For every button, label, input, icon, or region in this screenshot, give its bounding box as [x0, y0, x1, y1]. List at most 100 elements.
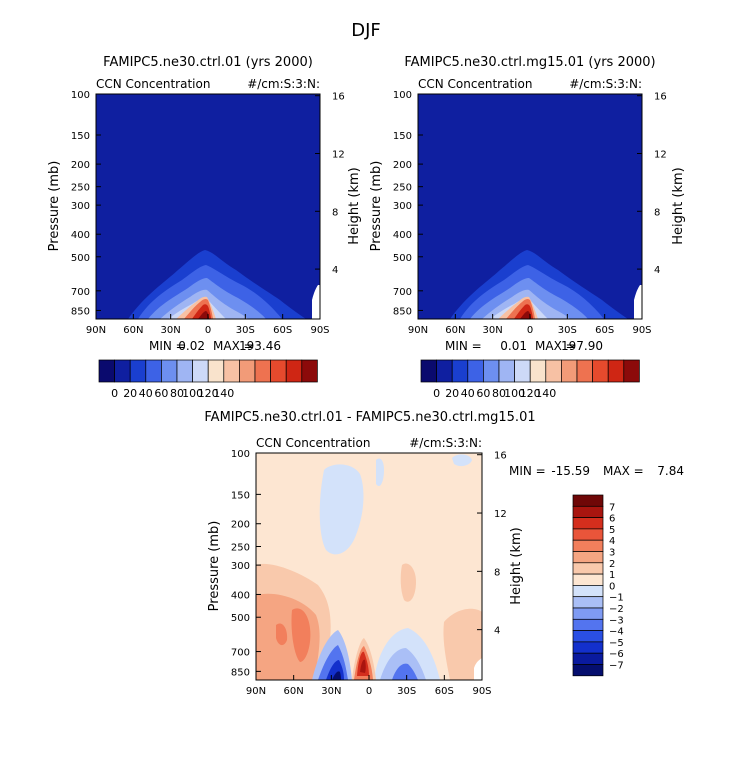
- latitude-tick-label: 30S: [236, 325, 255, 336]
- colorbar-box: [436, 359, 453, 383]
- pressure-tick-label: 850: [393, 306, 412, 317]
- panel-c-ylabel: Pressure (mb): [207, 521, 222, 612]
- colorbar-tick-label: 0: [609, 581, 615, 592]
- colorbar-tick-label: 4: [609, 536, 615, 547]
- colorbar-box: [572, 585, 604, 598]
- height-tick-label: 16: [332, 92, 345, 103]
- figure-title: DJF: [351, 20, 381, 41]
- panel-c-positive-region-4: [276, 623, 288, 646]
- colorbar-tick-label: 100: [504, 387, 525, 400]
- latitude-tick-label: 60S: [435, 686, 454, 697]
- colorbar-box: [572, 630, 604, 643]
- height-tick-label: 8: [332, 207, 338, 218]
- panel-b-contour-level-9: [520, 311, 531, 319]
- colorbar-box: [572, 664, 604, 677]
- colorbar-box: [572, 505, 604, 518]
- pressure-tick-label: 400: [231, 590, 250, 601]
- colorbar-tick-label: 60: [476, 387, 490, 400]
- panel-c-negative-region-7: [392, 663, 418, 680]
- colorbar-box: [207, 359, 225, 383]
- height-tick-label: 4: [332, 265, 338, 276]
- latitude-tick-label: 30N: [483, 325, 503, 336]
- pressure-tick-label: 300: [231, 561, 250, 572]
- panel-a-max-label: MAX =: [213, 339, 254, 353]
- colorbar-box: [161, 359, 178, 383]
- panel-b-units-label: #/cm:S:3:N:: [569, 77, 642, 91]
- height-tick-label: 8: [494, 567, 500, 578]
- colorbar-box: [607, 359, 625, 383]
- pressure-tick-label: 100: [393, 90, 412, 101]
- panel-c: FAMIPC5.ne30.ctrl.01 - FAMIPC5.ne30.ctrl…: [204, 410, 684, 697]
- colorbar-tick-label: 0: [433, 387, 440, 400]
- panel-b-axes: 100 150 200 250 300 400 500 700 850 4 8 12 16 90N 60N 3…: [393, 90, 667, 336]
- colorbar-tick-label: −3: [609, 615, 624, 626]
- latitude-tick-label: 0: [205, 325, 211, 336]
- latitude-tick-label: 30S: [397, 686, 416, 697]
- panel-c-units-label: #/cm:S:3:N:: [409, 436, 482, 450]
- colorbar-tick-label: 2: [609, 559, 615, 570]
- panel-a-min-value: 0.02: [178, 339, 205, 353]
- latitude-tick-label: 90N: [408, 325, 428, 336]
- colorbar-box: [572, 517, 604, 530]
- colorbar-box: [576, 359, 593, 383]
- colorbar-box: [114, 359, 131, 383]
- colorbar-box: [572, 528, 604, 541]
- pressure-tick-label: 700: [71, 287, 90, 298]
- pressure-tick-label: 500: [71, 253, 90, 264]
- colorbar-box: [145, 359, 162, 383]
- colorbar-tick-label: 120: [520, 387, 541, 400]
- colorbar-tick-label: 40: [139, 387, 153, 400]
- panel-c-axes: 100 150 200 250 300 400 500 700 850 4 8 12 16 90N 60N 3…: [231, 449, 507, 697]
- pressure-tick-label: 200: [231, 520, 250, 531]
- height-tick-label: 4: [494, 626, 500, 637]
- panel-a-y2label: Height (km): [347, 167, 362, 244]
- panel-a-max-value: 193.46: [239, 339, 281, 353]
- colorbar-box: [572, 551, 604, 564]
- pressure-tick-label: 150: [71, 131, 90, 142]
- panel-c-top-right-negative-region: [452, 454, 472, 467]
- height-tick-label: 12: [494, 509, 507, 520]
- colorbar-box: [514, 359, 531, 383]
- height-tick-label: 12: [332, 150, 345, 161]
- panel-c-negative-region-6: [380, 648, 426, 680]
- pressure-tick-label: 200: [71, 160, 90, 171]
- pressure-tick-label: 100: [71, 90, 90, 101]
- panel-c-positive-region-10: [360, 659, 366, 673]
- panel-a-terrain-mask: [312, 285, 320, 319]
- colorbar-tick-label: 20: [445, 387, 459, 400]
- colorbar-tick-label: 6: [609, 514, 615, 525]
- panel-b: FAMIPC5.ne30.ctrl.mg15.01 (yrs 2000) CCN…: [369, 55, 686, 400]
- latitude-tick-label: 90S: [472, 686, 491, 697]
- latitude-tick-label: 30S: [558, 325, 577, 336]
- pressure-tick-label: 300: [393, 201, 412, 212]
- colorbar-box: [572, 652, 604, 665]
- pressure-tick-label: 400: [393, 230, 412, 241]
- panel-b-title: FAMIPC5.ne30.ctrl.mg15.01 (yrs 2000): [404, 55, 655, 70]
- pressure-tick-label: 500: [231, 613, 250, 624]
- panel-a-ylabel: Pressure (mb): [47, 161, 62, 252]
- colorbar-box: [192, 359, 209, 383]
- colorbar-box: [420, 359, 437, 383]
- panel-c-min-label: MIN =: [509, 464, 546, 478]
- colorbar-box: [572, 539, 604, 552]
- latitude-tick-label: 60N: [445, 325, 465, 336]
- latitude-tick-label: 90N: [246, 686, 266, 697]
- panel-c-upper-negative-region: [319, 464, 364, 555]
- panel-b-field: [418, 94, 642, 319]
- colorbar-box: [129, 359, 147, 383]
- colorbar-tick-label: −2: [609, 604, 624, 615]
- colorbar-box: [467, 359, 484, 383]
- height-tick-label: 16: [494, 451, 507, 462]
- height-tick-label: 4: [654, 265, 660, 276]
- colorbar-box: [572, 641, 604, 654]
- colorbar-tick-label: −1: [609, 593, 624, 604]
- panel-c-min-value: -15.59: [551, 464, 590, 478]
- colorbar-box: [451, 359, 469, 383]
- panel-b-max-value: 197.90: [561, 339, 603, 353]
- colorbar-box: [572, 607, 604, 620]
- colorbar-box: [483, 359, 500, 383]
- pressure-tick-label: 150: [231, 490, 250, 501]
- colorbar-box: [545, 359, 562, 383]
